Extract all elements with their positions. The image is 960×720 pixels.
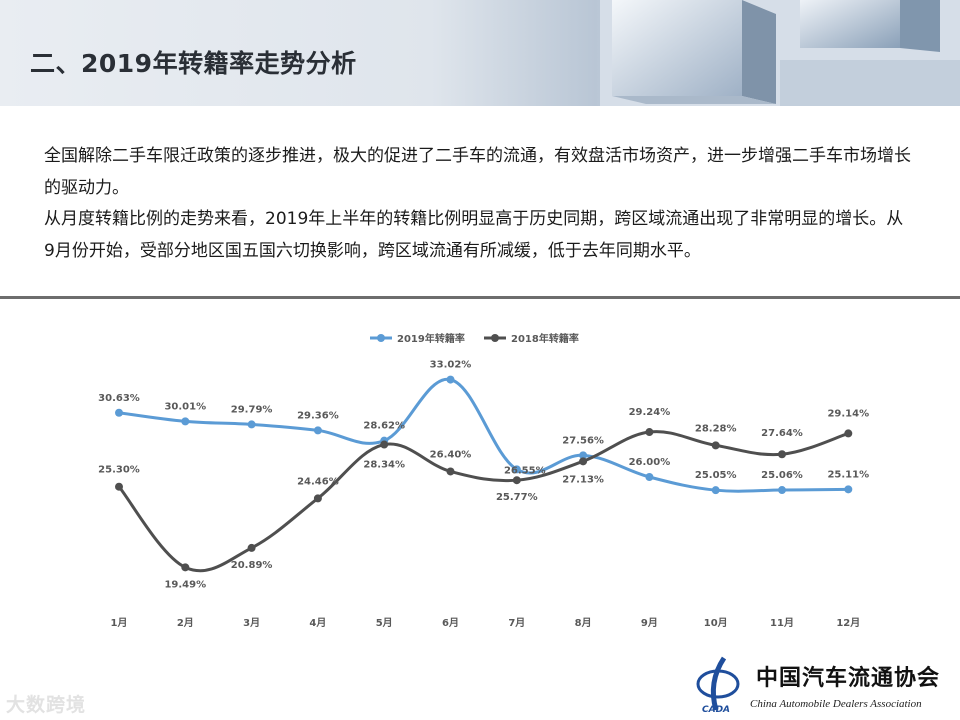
x-tick-label-11: 11月 [770, 617, 794, 629]
data-point-2019-3 [247, 420, 256, 429]
x-tick-label-9: 9月 [641, 617, 658, 629]
data-point-2018-10 [711, 441, 720, 450]
series-line-2019 [118, 378, 849, 493]
data-point-2019-11 [778, 486, 786, 495]
data-point-2019-9 [645, 473, 654, 481]
data-label-2019-5: 28.62% [363, 421, 405, 432]
data-label-2018-1: 25.30% [98, 465, 140, 476]
x-tick-label-1: 1月 [111, 617, 128, 629]
x-tick-label-6: 6月 [442, 617, 459, 629]
data-label-2018-9: 29.24% [629, 407, 671, 418]
data-point-2019-8 [579, 451, 588, 460]
data-label-2019-12: 25.11% [827, 469, 869, 480]
x-tick-label-4: 4月 [309, 617, 326, 629]
chart-lines [117, 378, 849, 573]
data-label-2019-7: 26.55% [504, 465, 546, 476]
data-label-2018-2: 19.49% [164, 579, 206, 590]
legend-label-2018: 2018年转籍率 [511, 332, 579, 345]
data-label-2019-1: 30.63% [98, 393, 140, 404]
header-cubes-graphic [600, 0, 960, 106]
data-point-2018-11 [778, 450, 786, 459]
x-tick-label-5: 5月 [376, 617, 393, 629]
series-line-2018 [117, 430, 849, 573]
legend-marker-2018 [491, 334, 499, 342]
data-point-2018-9 [645, 428, 654, 437]
data-point-2019-6 [446, 375, 455, 384]
data-label-2019-10: 25.05% [695, 470, 737, 481]
data-label-2019-2: 30.01% [164, 401, 206, 412]
x-axis-ticks: 1月 2月 3月 4月 5月 6月 7月 8月 9月 10月 11月 12月 [111, 617, 861, 629]
body-text: 全国解除二手车限迁政策的逐步推进，极大的促进了二手车的流通，有效盘活市场资产，进… [44, 141, 914, 267]
data-label-2019-3: 29.79% [231, 404, 273, 415]
data-point-2018-12 [844, 429, 853, 438]
watermark: 大数跨境 [6, 694, 87, 716]
cada-logo: CADA 中国汽车流通协会 China Automobile Dealers A… [696, 656, 940, 715]
data-label-2019-9: 26.00% [629, 457, 671, 468]
data-point-2019-7 [512, 465, 521, 474]
svg-text:CADA: CADA [702, 705, 730, 715]
data-label-2019-4: 29.36% [297, 410, 339, 421]
legend-label-2019: 2019年转籍率 [397, 332, 465, 345]
page-title: 二、2019年转籍率走势分析 [30, 49, 357, 78]
x-tick-label-7: 7月 [508, 617, 525, 629]
paragraph-1: 全国解除二手车限迁政策的逐步推进，极大的促进了二手车的流通，有效盘活市场资产，进… [44, 146, 911, 198]
data-point-2018-3 [247, 543, 256, 552]
x-tick-label-8: 8月 [575, 617, 592, 629]
x-tick-label-2: 2月 [177, 617, 194, 629]
data-label-2018-11: 27.64% [761, 428, 803, 439]
data-label-2018-7: 25.77% [496, 492, 538, 503]
data-point-2019-12 [844, 485, 853, 494]
data-point-2019-10 [711, 486, 720, 495]
chart-legend: 2019年转籍率 2018年转籍率 [370, 332, 579, 345]
data-point-2018-1 [115, 482, 123, 491]
chart-data-labels: 30.63% 30.01% 29.79% 29.36% 28.62% 33.02% 26.5… [98, 360, 869, 591]
x-tick-label-10: 10月 [704, 617, 728, 629]
svg-text:China Automobile Dealers Assoc: China Automobile Dealers Association [750, 698, 922, 710]
data-label-2018-5: 28.34% [363, 460, 405, 471]
data-point-2018-5 [380, 440, 389, 449]
paragraph-2: 从月度转籍比例的走势来看，2019年上半年的转籍比例明显高于历史同期，跨区域流通… [44, 209, 904, 261]
data-label-2018-4: 24.46% [297, 476, 339, 487]
data-point-2018-7 [512, 476, 521, 485]
data-label-2018-12: 29.14% [827, 408, 869, 419]
data-label-2018-8: 27.13% [562, 474, 604, 485]
data-label-2018-3: 20.89% [231, 560, 273, 571]
data-point-2018-6 [446, 467, 455, 476]
header-banner [0, 0, 960, 106]
chart-points [115, 375, 853, 572]
data-label-2019-6: 33.02% [430, 360, 472, 371]
data-point-2019-1 [115, 408, 123, 417]
data-point-2019-4 [313, 426, 322, 435]
data-label-2018-6: 26.40% [430, 449, 472, 460]
x-tick-label-3: 3月 [243, 617, 260, 629]
data-point-2018-8 [579, 457, 588, 466]
data-label-2019-11: 25.06% [761, 470, 803, 481]
svg-text:中国汽车流通协会: 中国汽车流通协会 [756, 665, 940, 691]
legend-marker-2019 [377, 334, 385, 342]
line-chart: 2019年转籍率 2018年转籍率 30.63% 30.01% 29.79% 29.36… [98, 332, 869, 629]
data-point-2018-4 [313, 494, 322, 503]
data-label-2019-8: 27.56% [562, 435, 604, 446]
data-point-2018-2 [181, 563, 190, 572]
divider [0, 296, 960, 299]
data-label-2018-10: 28.28% [695, 423, 737, 434]
x-tick-label-12: 12月 [836, 617, 860, 629]
data-point-2019-2 [181, 417, 190, 426]
